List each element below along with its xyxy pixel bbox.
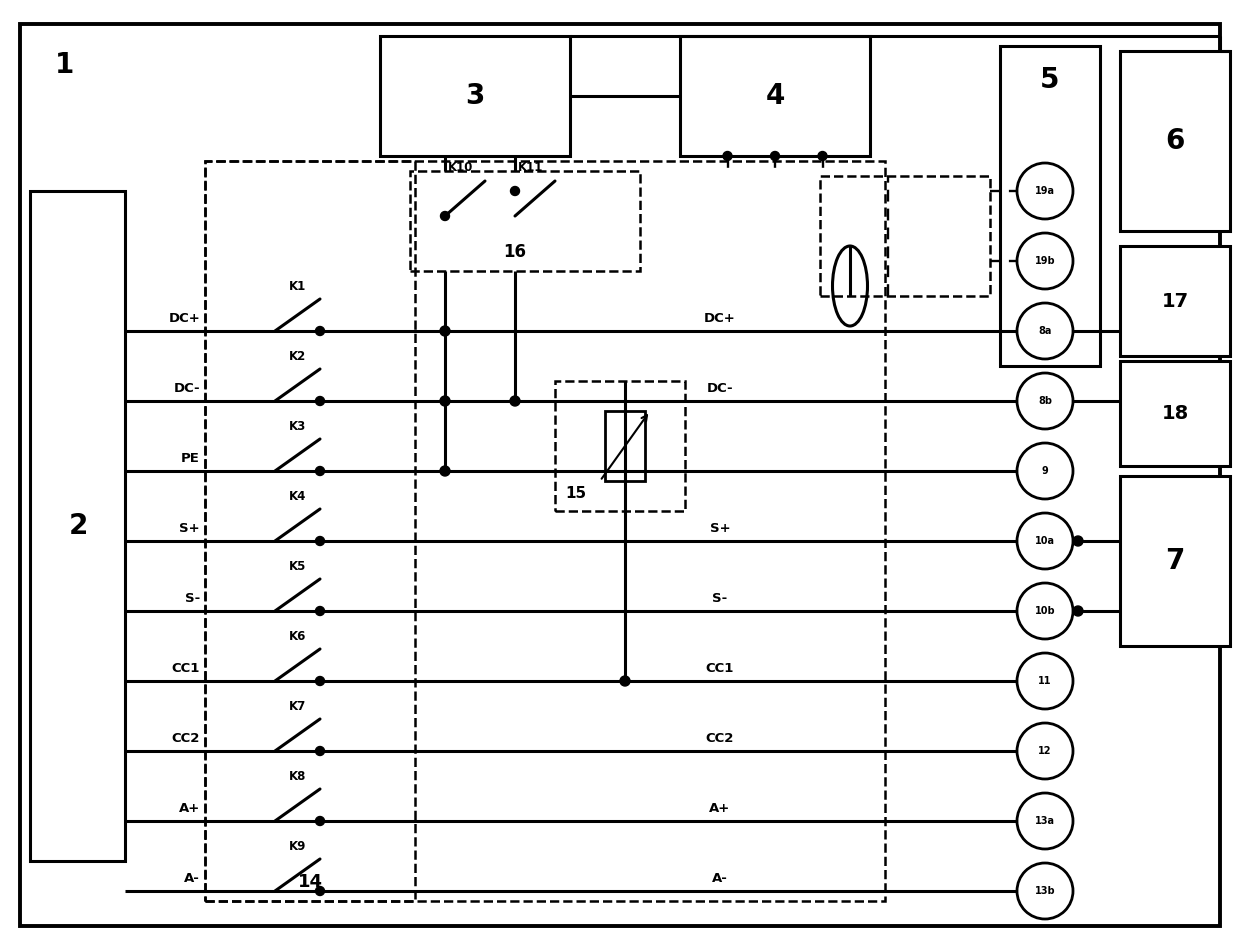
Circle shape — [1017, 583, 1073, 639]
Text: A-: A- — [184, 872, 200, 885]
Circle shape — [620, 676, 630, 686]
Circle shape — [315, 466, 325, 476]
Circle shape — [1017, 233, 1073, 289]
Text: 6: 6 — [1166, 127, 1184, 155]
Text: 1: 1 — [55, 51, 74, 79]
Text: 3: 3 — [465, 82, 485, 110]
Text: DC+: DC+ — [169, 312, 200, 325]
Circle shape — [440, 466, 450, 476]
Text: CC1: CC1 — [706, 662, 734, 675]
Circle shape — [440, 212, 449, 220]
Text: S-: S- — [185, 592, 200, 605]
Circle shape — [1017, 793, 1073, 849]
Text: 14: 14 — [298, 873, 322, 891]
Circle shape — [315, 816, 325, 826]
Text: CC2: CC2 — [706, 732, 734, 745]
Bar — [1120, 361, 1230, 466]
Circle shape — [510, 396, 520, 406]
Bar — [1120, 476, 1230, 646]
Text: 19a: 19a — [1035, 186, 1055, 196]
Text: 2: 2 — [68, 512, 88, 540]
Circle shape — [440, 396, 450, 406]
Text: 8b: 8b — [1038, 396, 1052, 406]
Text: K3: K3 — [289, 420, 306, 433]
Bar — [680, 36, 870, 156]
Bar — [410, 171, 640, 271]
Text: 13b: 13b — [1034, 886, 1055, 896]
Circle shape — [315, 886, 325, 896]
Text: 16: 16 — [503, 243, 527, 261]
Text: CC1: CC1 — [171, 662, 200, 675]
Text: A+: A+ — [709, 802, 730, 815]
Bar — [605, 411, 645, 481]
Bar — [999, 46, 1100, 366]
Text: PE: PE — [181, 452, 200, 465]
Text: DC-: DC- — [707, 382, 733, 395]
Bar — [556, 381, 684, 511]
Text: K11: K11 — [518, 161, 543, 174]
Text: 11: 11 — [1038, 676, 1052, 686]
Bar — [1120, 246, 1230, 356]
Text: 10b: 10b — [1034, 606, 1055, 616]
Circle shape — [315, 396, 325, 406]
Text: S+: S+ — [180, 522, 200, 535]
Circle shape — [315, 536, 325, 546]
Text: K8: K8 — [289, 770, 306, 783]
Text: CC2: CC2 — [171, 732, 200, 745]
Circle shape — [1017, 723, 1073, 779]
Text: K6: K6 — [289, 630, 306, 643]
Bar — [379, 36, 570, 156]
Bar — [205, 161, 415, 901]
Text: S+: S+ — [709, 522, 730, 535]
Text: 7: 7 — [1166, 547, 1184, 575]
Circle shape — [1017, 653, 1073, 709]
Text: K2: K2 — [289, 350, 306, 363]
Bar — [205, 161, 885, 901]
Bar — [1120, 51, 1230, 231]
Bar — [30, 191, 125, 861]
Text: DC-: DC- — [174, 382, 200, 395]
Text: 12: 12 — [1038, 746, 1052, 756]
Circle shape — [1017, 513, 1073, 569]
Text: 10a: 10a — [1035, 536, 1055, 546]
Text: K5: K5 — [289, 560, 306, 573]
Circle shape — [770, 151, 780, 161]
Circle shape — [511, 186, 520, 196]
Circle shape — [1017, 443, 1073, 499]
Circle shape — [315, 676, 325, 686]
Text: 13a: 13a — [1035, 816, 1055, 826]
Text: K10: K10 — [448, 161, 474, 174]
Text: 5: 5 — [1040, 66, 1060, 94]
Text: S-: S- — [712, 592, 728, 605]
Circle shape — [315, 326, 325, 336]
Circle shape — [1073, 606, 1083, 616]
Text: 15: 15 — [565, 486, 587, 501]
Text: 17: 17 — [1162, 291, 1189, 310]
Circle shape — [315, 606, 325, 616]
Circle shape — [1017, 863, 1073, 919]
Circle shape — [723, 151, 732, 161]
Circle shape — [1017, 163, 1073, 219]
Text: 19b: 19b — [1034, 256, 1055, 266]
Text: 18: 18 — [1162, 404, 1189, 423]
Circle shape — [1017, 303, 1073, 359]
Circle shape — [315, 746, 325, 756]
Text: DC+: DC+ — [704, 312, 735, 325]
Text: 4: 4 — [765, 82, 785, 110]
Circle shape — [1017, 373, 1073, 429]
Text: K1: K1 — [289, 280, 306, 293]
Circle shape — [440, 326, 450, 336]
Bar — [820, 176, 990, 296]
Circle shape — [818, 151, 827, 161]
Text: K7: K7 — [289, 700, 306, 713]
Text: K4: K4 — [289, 490, 306, 503]
Text: 9: 9 — [1042, 466, 1048, 476]
Text: A-: A- — [712, 872, 728, 885]
Text: 8a: 8a — [1038, 326, 1052, 336]
Text: A+: A+ — [179, 802, 200, 815]
Text: K9: K9 — [289, 840, 306, 853]
Circle shape — [1073, 536, 1083, 546]
